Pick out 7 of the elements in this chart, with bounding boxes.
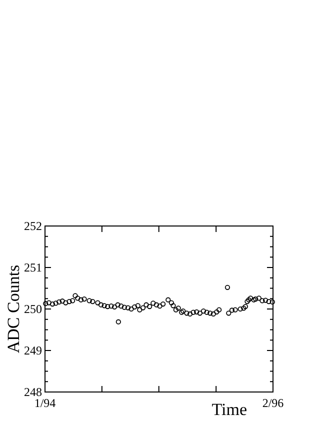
y-tick-label: 250 — [24, 302, 42, 316]
y-tick-label: 252 — [24, 219, 42, 234]
y-axis-title: ADC Counts — [4, 264, 23, 354]
y-tick-label: 251 — [24, 260, 42, 275]
x-axis-title: Time — [212, 400, 247, 419]
x-tick-label: 2/96 — [262, 396, 284, 410]
y-tick-label: 249 — [24, 344, 42, 358]
